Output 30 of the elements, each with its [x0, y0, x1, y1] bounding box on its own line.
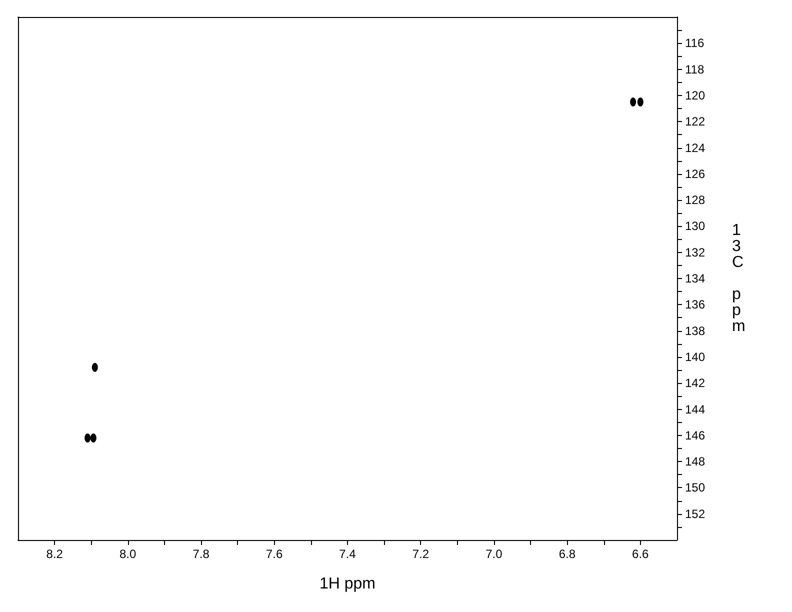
y-tick-label: 126	[685, 166, 706, 181]
y-tick-label: 136	[685, 298, 706, 312]
y-tick-label: 132	[685, 245, 706, 260]
y-tick-label: 118	[685, 62, 704, 76]
x-tick-label: 8.0	[119, 547, 136, 561]
x-tick-label: 6.6	[632, 547, 650, 561]
y-tick-label: 122	[685, 114, 706, 129]
x-axis-title: 1H ppm	[319, 576, 376, 592]
y-tick-label: 130	[685, 219, 706, 234]
y-tick-label: 140	[685, 350, 706, 364]
y-tick-label: 148	[685, 454, 706, 469]
x-tick-label: 6.8	[558, 547, 576, 561]
y-tick-label: 128	[685, 193, 706, 208]
y-tick-label: 124	[685, 140, 706, 155]
y-tick-label: 146	[685, 428, 706, 442]
y-tick-label: 120	[685, 88, 706, 102]
x-tick-label: 7.0	[486, 547, 503, 561]
y-tick-label: 142	[685, 376, 706, 390]
y-tick-label: 150	[685, 480, 706, 495]
y-tick-label: 138	[685, 324, 706, 338]
y-tick-label: 152	[685, 506, 706, 521]
y-tick-label: 134	[685, 272, 706, 286]
x-tick-label: 8.2	[46, 547, 64, 561]
y-axis-title: 13C ppm	[732, 222, 746, 335]
x-tick-label: 7.6	[266, 547, 283, 561]
x-tick-label: 7.2	[412, 547, 430, 561]
x-tick-label: 7.4	[339, 547, 356, 561]
y-tick-label: 144	[685, 402, 706, 416]
x-tick-label: 7.8	[192, 547, 210, 561]
y-tick-label: 116	[685, 36, 704, 50]
